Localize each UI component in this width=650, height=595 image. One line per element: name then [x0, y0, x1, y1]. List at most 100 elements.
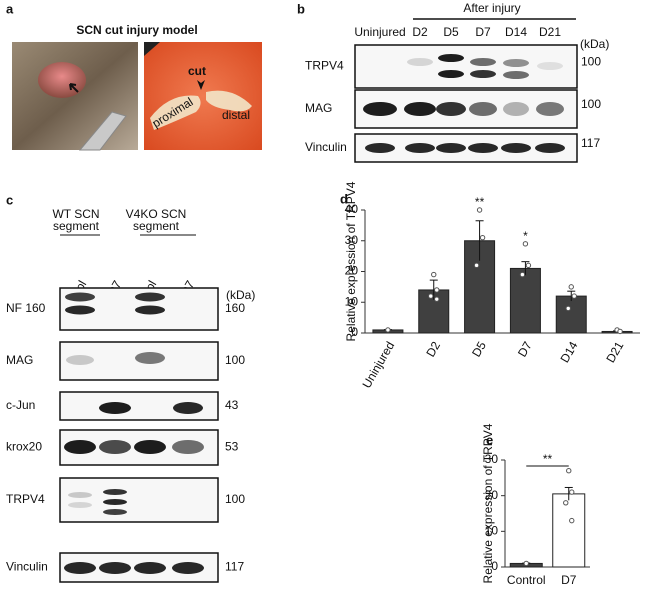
row-label: MAG	[305, 101, 332, 115]
kda-label: 53	[225, 440, 239, 454]
column-label: D2	[412, 25, 428, 39]
bar	[552, 493, 586, 568]
blot-band	[172, 440, 204, 454]
column-label: D5	[443, 25, 459, 39]
blot-frame	[59, 477, 219, 523]
y-axis-label: Relative expression of TRPV4	[344, 181, 358, 341]
x-tick-label: D7	[515, 339, 535, 360]
data-point	[568, 284, 574, 290]
blot-band	[135, 305, 165, 315]
blot-band	[501, 143, 531, 153]
x-tick-label: Uninjured	[359, 339, 397, 390]
kda-label: 117	[581, 136, 600, 150]
data-point	[571, 293, 577, 299]
kda-label: 100	[225, 492, 245, 506]
x-tick-label: D7	[561, 573, 577, 587]
blot-band	[404, 102, 436, 116]
x-tick-label: D5	[469, 339, 489, 360]
blot-band	[363, 102, 397, 116]
blot-band	[103, 509, 127, 515]
blot-band	[173, 402, 203, 414]
y-tick-label: 0	[491, 559, 498, 573]
data-point	[428, 293, 434, 299]
blot-band	[172, 562, 204, 574]
kda-label: 100	[581, 55, 601, 69]
y-tick-label: 30	[485, 452, 499, 466]
y-tick-label: 20	[345, 264, 359, 278]
group-label: segment	[53, 219, 100, 233]
blot-band	[64, 440, 96, 454]
data-point	[434, 296, 440, 302]
panel-label: a	[6, 1, 14, 16]
row-label: c-Jun	[6, 398, 35, 412]
blot-band	[66, 355, 94, 365]
kda-label: 100	[225, 353, 245, 367]
group-label: V4KO SCN	[126, 207, 187, 221]
data-point	[431, 271, 437, 278]
data-point	[479, 234, 486, 241]
blot-band	[503, 71, 529, 79]
column-label: Uninjured	[354, 25, 405, 39]
panel-label: d	[340, 191, 348, 206]
x-tick-label: Control	[507, 573, 546, 587]
row-label: TRPV4	[6, 492, 45, 506]
kda-label: 160	[225, 301, 245, 315]
y-tick-label: 10	[485, 524, 499, 538]
data-point	[385, 327, 391, 333]
blot-band	[468, 143, 498, 153]
x-tick-label: D2	[423, 339, 443, 360]
blot-band	[407, 58, 433, 66]
panel-label: e	[486, 432, 493, 447]
row-label: TRPV4	[305, 59, 344, 73]
blot-band	[68, 492, 92, 498]
blot-band	[99, 440, 131, 454]
row-label: krox20	[6, 440, 42, 454]
blot-band	[535, 143, 565, 153]
column-label: D7	[475, 25, 491, 39]
blot-band	[134, 440, 166, 454]
annotation: cut	[188, 64, 206, 78]
data-point	[523, 560, 529, 567]
kda-label: 100	[581, 97, 601, 111]
annotation: distal	[222, 108, 250, 122]
blot-band	[365, 143, 395, 153]
group-label: WT SCN	[52, 207, 99, 221]
blot-band	[68, 502, 92, 508]
header: After injury	[463, 1, 520, 15]
x-tick-label: D21	[603, 339, 626, 365]
blot-band	[135, 352, 165, 364]
significance: **	[543, 452, 553, 466]
y-tick-label: 10	[345, 294, 359, 308]
blot-band	[134, 562, 166, 574]
blot-band	[103, 499, 127, 505]
data-point	[565, 305, 571, 312]
kda-label: 43	[225, 398, 239, 412]
y-tick-label: 0	[351, 325, 358, 339]
row-label: MAG	[6, 353, 33, 367]
data-point	[525, 262, 532, 269]
significance: *	[523, 229, 528, 243]
photo-left	[12, 42, 138, 151]
blot-band	[65, 292, 95, 302]
blot-band	[503, 102, 529, 116]
row-label: NF 160	[6, 301, 46, 315]
data-point	[476, 207, 483, 213]
blot-band	[469, 102, 497, 116]
blot-band	[470, 70, 496, 78]
photo-right	[144, 42, 262, 150]
significance: **	[475, 195, 485, 209]
blot-band	[536, 102, 564, 116]
data-point	[569, 489, 575, 495]
column-label: D21	[539, 25, 561, 39]
group-label: segment	[133, 219, 180, 233]
blot-band	[436, 143, 466, 153]
blot-band	[99, 562, 131, 574]
y-tick-label: 40	[345, 202, 359, 216]
data-point	[522, 241, 529, 247]
data-point	[519, 271, 526, 278]
blot-band	[537, 62, 563, 70]
kda-label: 117	[225, 560, 244, 574]
bar	[509, 267, 541, 334]
data-point	[569, 517, 575, 524]
unit: (kDa)	[226, 288, 255, 302]
